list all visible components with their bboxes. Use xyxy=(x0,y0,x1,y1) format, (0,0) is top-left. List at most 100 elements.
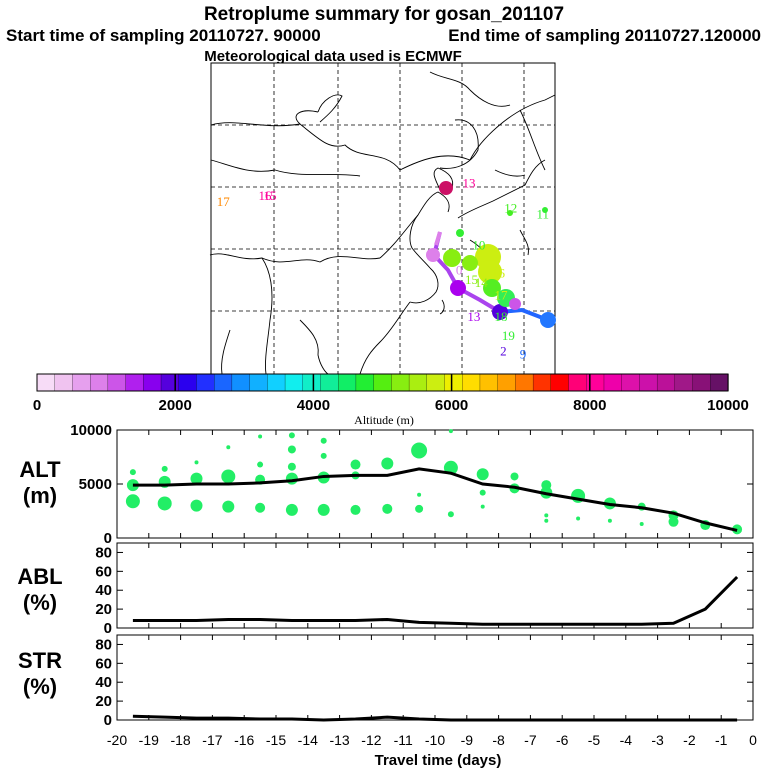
altitude-dot xyxy=(161,465,168,472)
altitude-dot xyxy=(157,496,172,511)
map-label-6: 10 xyxy=(472,238,485,253)
altitude-dot xyxy=(447,511,454,518)
map-label-9: 14 xyxy=(475,275,489,290)
altitude-dot xyxy=(476,468,489,481)
map-frame xyxy=(210,62,556,375)
colorbar-ticks: 0 2000 4000 6000 8000 10000 xyxy=(33,374,749,414)
map-label-7: 16 xyxy=(492,266,506,281)
colorbar-cells xyxy=(36,373,729,392)
altitude-dot xyxy=(287,445,296,454)
altitude-dot xyxy=(576,516,581,521)
series-line xyxy=(132,575,739,626)
map-label-15: 9 xyxy=(520,346,527,361)
x-tick-label: -8 xyxy=(492,732,505,748)
altitude-dot xyxy=(417,492,422,497)
colorbar-tick-label: 10000 xyxy=(707,397,749,414)
altitude-dot xyxy=(226,445,231,450)
colorbar-cell xyxy=(143,373,162,392)
altitude-colorbar: 0 2000 4000 6000 8000 10000 Altitude (m) xyxy=(33,373,749,427)
altitude-dot xyxy=(190,472,203,485)
altitude-dot xyxy=(285,503,298,516)
x-axis-label: Travel time (days) xyxy=(375,752,502,768)
map-label-4: 12 xyxy=(504,200,517,215)
map-label-13: 13 xyxy=(467,309,480,324)
map-label-1: 16 xyxy=(259,188,273,203)
altitude-dot xyxy=(668,516,679,527)
alt-panel-unit: (m) xyxy=(23,483,57,508)
colorbar-cell xyxy=(267,373,286,392)
panel-frame xyxy=(116,634,754,721)
map-label-12: 19 xyxy=(502,328,515,343)
x-tick-label: -20 xyxy=(107,732,127,748)
y-tick-label: 10000 xyxy=(70,422,112,439)
altitude-dot xyxy=(382,503,393,514)
colorbar-tick-label: 6000 xyxy=(435,397,468,414)
altitude-dot xyxy=(317,503,330,516)
colorbar-cell xyxy=(656,373,676,392)
colorbar-cell xyxy=(391,373,410,392)
x-tick-label: -7 xyxy=(524,732,537,748)
altitude-dot xyxy=(255,502,266,513)
altitude-dot xyxy=(607,518,612,523)
map-label-11: 18 xyxy=(494,309,507,324)
x-tick-label: -3 xyxy=(651,732,664,748)
x-tick-label: -18 xyxy=(170,732,190,748)
str-panel: 80 60 40 20 0 xyxy=(95,634,754,729)
colorbar-cell xyxy=(479,373,499,392)
colorbar-label: Altitude (m) xyxy=(354,413,414,427)
map-label-10: 17 xyxy=(494,287,508,302)
colorbar-cell xyxy=(284,373,304,392)
alt-panel-label: ALT xyxy=(19,457,61,482)
altitude-dot xyxy=(480,504,485,509)
alt-panel: 10000 5000 0 xyxy=(70,422,754,547)
altitude-dot xyxy=(194,460,199,465)
colorbar-cell xyxy=(302,373,322,392)
altitude-dot xyxy=(285,472,298,485)
colorbar-cell xyxy=(497,373,517,392)
x-tick-label: -5 xyxy=(588,732,601,748)
panel-frame xyxy=(116,542,754,629)
x-tick-label: -6 xyxy=(556,732,569,748)
colorbar-frame xyxy=(36,373,729,392)
str-panel-label: STR xyxy=(18,648,62,673)
x-tick-label: -1 xyxy=(715,732,728,748)
series-line xyxy=(132,467,738,532)
colorbar-cell xyxy=(355,373,375,392)
colorbar-cell xyxy=(444,373,463,392)
map-label-2: 15 xyxy=(263,188,276,203)
y-tick-label: 20 xyxy=(95,601,112,618)
altitude-dot xyxy=(125,494,140,509)
x-tick-label: -16 xyxy=(234,732,254,748)
x-tick-label: -12 xyxy=(361,732,381,748)
x-tick-label: -15 xyxy=(266,732,286,748)
series-line xyxy=(132,714,738,722)
y-tick-label: 5000 xyxy=(79,476,112,493)
colorbar-cell xyxy=(462,373,481,392)
map-label-14: 0 xyxy=(456,262,463,277)
colorbar-cell xyxy=(426,373,446,392)
y-tick-label: 20 xyxy=(95,693,112,710)
colorbar-cell xyxy=(710,373,729,392)
y-tick-label: 40 xyxy=(95,674,112,691)
map-gridlines xyxy=(211,63,555,374)
x-tick-label: -11 xyxy=(394,732,413,748)
colorbar-cell xyxy=(568,373,587,392)
trajectory-path xyxy=(426,181,556,328)
altitude-dot xyxy=(287,462,296,471)
colorbar-cell xyxy=(54,373,74,392)
colorbar-cell xyxy=(72,373,91,392)
y-tick-label: 60 xyxy=(95,563,112,580)
colorbar-cell xyxy=(231,373,251,392)
altitude-dot xyxy=(479,489,486,496)
altitude-dot xyxy=(288,432,295,439)
x-tick-label: 0 xyxy=(749,732,757,748)
altitude-dot xyxy=(350,459,361,470)
map-coastlines xyxy=(209,71,556,375)
x-tick-label: -17 xyxy=(202,732,222,748)
y-tick-label: 80 xyxy=(95,636,112,653)
colorbar-tick-label: 8000 xyxy=(573,397,606,414)
map-label-5: 11 xyxy=(536,207,549,222)
chart-title: Retroplume summary for gosan_201107 xyxy=(204,4,564,25)
colorbar-cell xyxy=(515,373,534,392)
